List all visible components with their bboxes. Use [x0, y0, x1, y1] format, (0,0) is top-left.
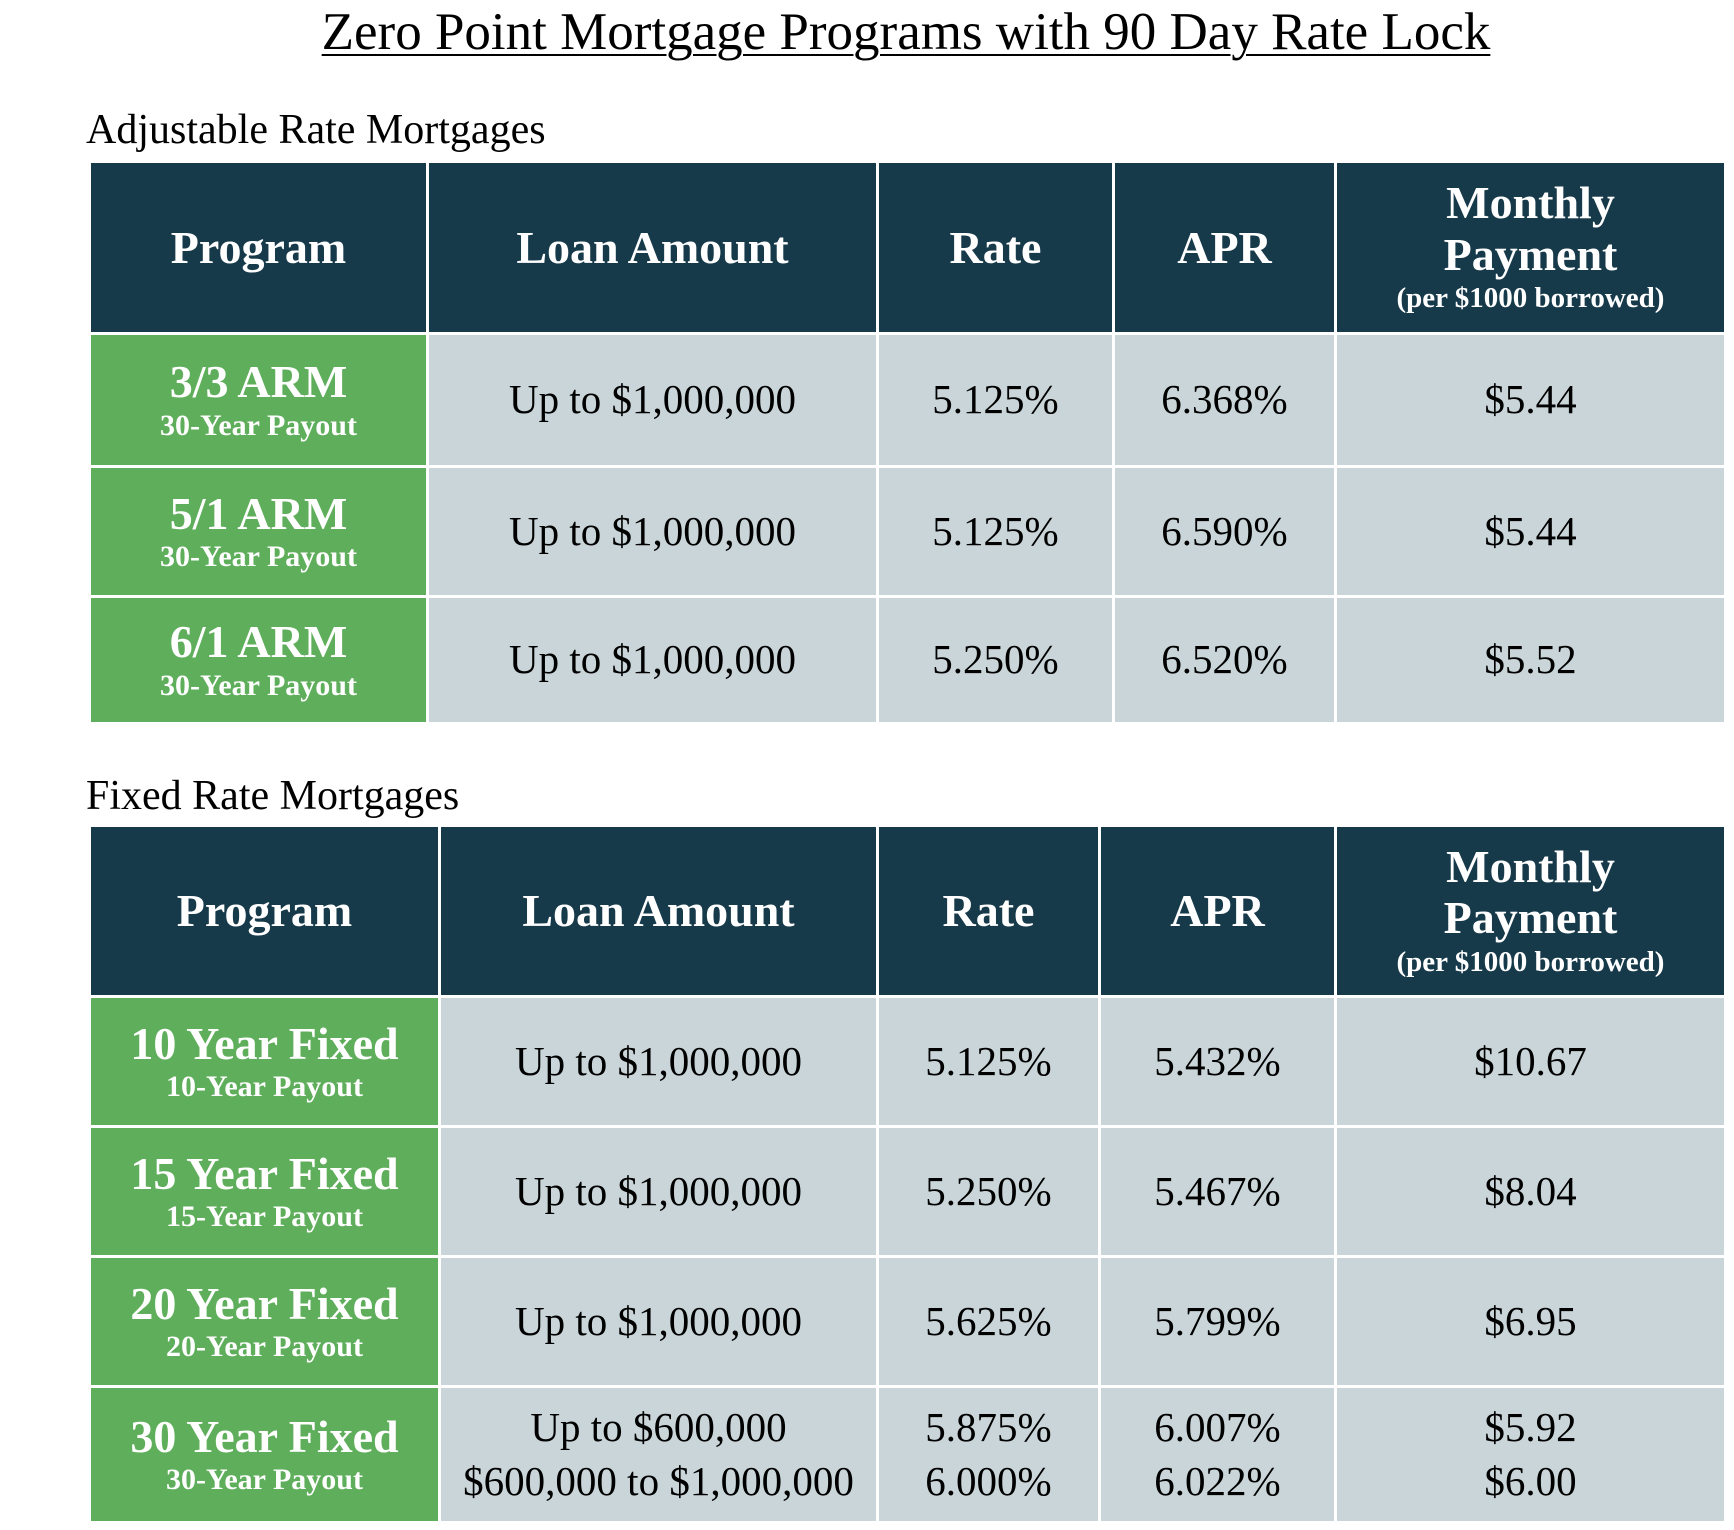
program-payout: 15-Year Payout	[166, 1200, 363, 1234]
rate-cell: 5.250%	[876, 595, 1115, 725]
apr-cell: 6.368%	[1112, 332, 1337, 468]
table-row: 6/1 ARM 30-Year Payout Up to $1,000,000 …	[88, 595, 1727, 725]
monthly-payment-cell: $8.04	[1334, 1125, 1727, 1258]
payment-header-sub: (per $1000 borrowed)	[1396, 945, 1665, 978]
table-row: 15 Year Fixed 15-Year Payout Up to $1,00…	[88, 1125, 1727, 1258]
loan-amount-cell: Up to $1,000,000	[426, 465, 879, 598]
tier-loan: Up to $600,000	[530, 1404, 787, 1451]
monthly-payment-cell: $5.44	[1334, 465, 1727, 598]
rate-cell: 5.125%	[876, 332, 1115, 468]
program-cell: 30 Year Fixed 30-Year Payout	[88, 1385, 441, 1524]
monthly-payment-cell: $6.95	[1334, 1255, 1727, 1388]
loan-amount-cell: Up to $1,000,000	[426, 332, 879, 468]
program-cell: 10 Year Fixed 10-Year Payout	[88, 995, 441, 1128]
program-cell: 6/1 ARM 30-Year Payout	[88, 595, 429, 725]
program-name: 20 Year Fixed	[130, 1277, 399, 1329]
apr-cell: 6.590%	[1112, 465, 1337, 598]
rate-cell: 5.125%	[876, 465, 1115, 598]
program-name: 30 Year Fixed	[130, 1410, 399, 1462]
program-payout: 30-Year Payout	[160, 408, 357, 442]
arm-header-program: Program	[88, 160, 429, 335]
program-payout: 30-Year Payout	[166, 1463, 363, 1497]
arm-header-monthly-payment: Monthly Payment (per $1000 borrowed)	[1334, 160, 1727, 335]
monthly-payment-cell: $5.44	[1334, 332, 1727, 468]
loan-amount-cell: Up to $1,000,000	[438, 1255, 879, 1388]
table-row: 30 Year Fixed 30-Year Payout Up to $600,…	[88, 1385, 1727, 1524]
program-name: 10 Year Fixed	[130, 1017, 399, 1069]
apr-cell: 5.467%	[1098, 1125, 1337, 1258]
arm-section-title: Adjustable Rate Mortgages	[86, 107, 546, 153]
payment-header-line1: Monthly	[1446, 840, 1615, 892]
arm-header-loan-amount: Loan Amount	[426, 160, 879, 335]
tier-loan: $600,000 to $1,000,000	[463, 1457, 854, 1504]
fixed-header-rate: Rate	[876, 824, 1101, 998]
loan-amount-cell: Up to $1,000,000	[438, 995, 879, 1128]
tier-payment: $6.00	[1484, 1457, 1577, 1504]
program-name: 3/3 ARM	[169, 356, 348, 408]
program-cell: 20 Year Fixed 20-Year Payout	[88, 1255, 441, 1388]
tier-rate: 5.875%	[925, 1404, 1052, 1451]
program-cell: 5/1 ARM 30-Year Payout	[88, 465, 429, 598]
program-name: 6/1 ARM	[169, 616, 348, 668]
tier-apr: 6.007%	[1154, 1404, 1281, 1451]
table-row: 20 Year Fixed 20-Year Payout Up to $1,00…	[88, 1255, 1727, 1388]
table-row: 5/1 ARM 30-Year Payout Up to $1,000,000 …	[88, 465, 1727, 598]
program-name: 5/1 ARM	[169, 487, 348, 539]
loan-amount-cell: Up to $600,000 $600,000 to $1,000,000	[438, 1385, 879, 1524]
apr-cell: 6.520%	[1112, 595, 1337, 725]
fixed-header-apr: APR	[1098, 824, 1337, 998]
loan-amount-cell: Up to $1,000,000	[438, 1125, 879, 1258]
payment-header-line2: Payment	[1443, 228, 1618, 280]
arm-rates-table: Program Loan Amount Rate APR Monthly Pay…	[88, 160, 1727, 725]
program-cell: 15 Year Fixed 15-Year Payout	[88, 1125, 441, 1258]
page-title: Zero Point Mortgage Programs with 90 Day…	[321, 3, 1491, 61]
fixed-header-monthly-payment: Monthly Payment (per $1000 borrowed)	[1334, 824, 1727, 998]
apr-cell: 5.799%	[1098, 1255, 1337, 1388]
arm-header-apr: APR	[1112, 160, 1337, 335]
fixed-rates-table: Program Loan Amount Rate APR Monthly Pay…	[88, 824, 1727, 1524]
program-payout: 30-Year Payout	[160, 668, 357, 702]
table-row: 10 Year Fixed 10-Year Payout Up to $1,00…	[88, 995, 1727, 1128]
tier-apr: 6.022%	[1154, 1457, 1281, 1504]
program-payout: 10-Year Payout	[166, 1070, 363, 1104]
monthly-payment-cell: $5.92 $6.00	[1334, 1385, 1727, 1524]
apr-cell: 5.432%	[1098, 995, 1337, 1128]
payment-header-sub: (per $1000 borrowed)	[1396, 282, 1665, 315]
fixed-header-program: Program	[88, 824, 441, 998]
rate-cell: 5.125%	[876, 995, 1101, 1128]
monthly-payment-cell: $10.67	[1334, 995, 1727, 1128]
arm-header-rate: Rate	[876, 160, 1115, 335]
arm-header-row: Program Loan Amount Rate APR Monthly Pay…	[88, 160, 1727, 335]
program-payout: 30-Year Payout	[160, 540, 357, 574]
program-payout: 20-Year Payout	[166, 1330, 363, 1364]
table-row: 3/3 ARM 30-Year Payout Up to $1,000,000 …	[88, 332, 1727, 468]
tier-payment: $5.92	[1484, 1404, 1577, 1451]
rate-cell: 5.250%	[876, 1125, 1101, 1258]
program-cell: 3/3 ARM 30-Year Payout	[88, 332, 429, 468]
fixed-header-loan-amount: Loan Amount	[438, 824, 879, 998]
monthly-payment-cell: $5.52	[1334, 595, 1727, 725]
loan-amount-cell: Up to $1,000,000	[426, 595, 879, 725]
tier-rate: 6.000%	[925, 1457, 1052, 1504]
payment-header-line2: Payment	[1443, 892, 1618, 944]
rate-cell: 5.625%	[876, 1255, 1101, 1388]
rate-cell: 5.875% 6.000%	[876, 1385, 1101, 1524]
program-name: 15 Year Fixed	[130, 1147, 399, 1199]
fixed-header-row: Program Loan Amount Rate APR Monthly Pay…	[88, 824, 1727, 998]
payment-header-line1: Monthly	[1446, 177, 1615, 229]
fixed-section-title: Fixed Rate Mortgages	[86, 773, 460, 819]
apr-cell: 6.007% 6.022%	[1098, 1385, 1337, 1524]
